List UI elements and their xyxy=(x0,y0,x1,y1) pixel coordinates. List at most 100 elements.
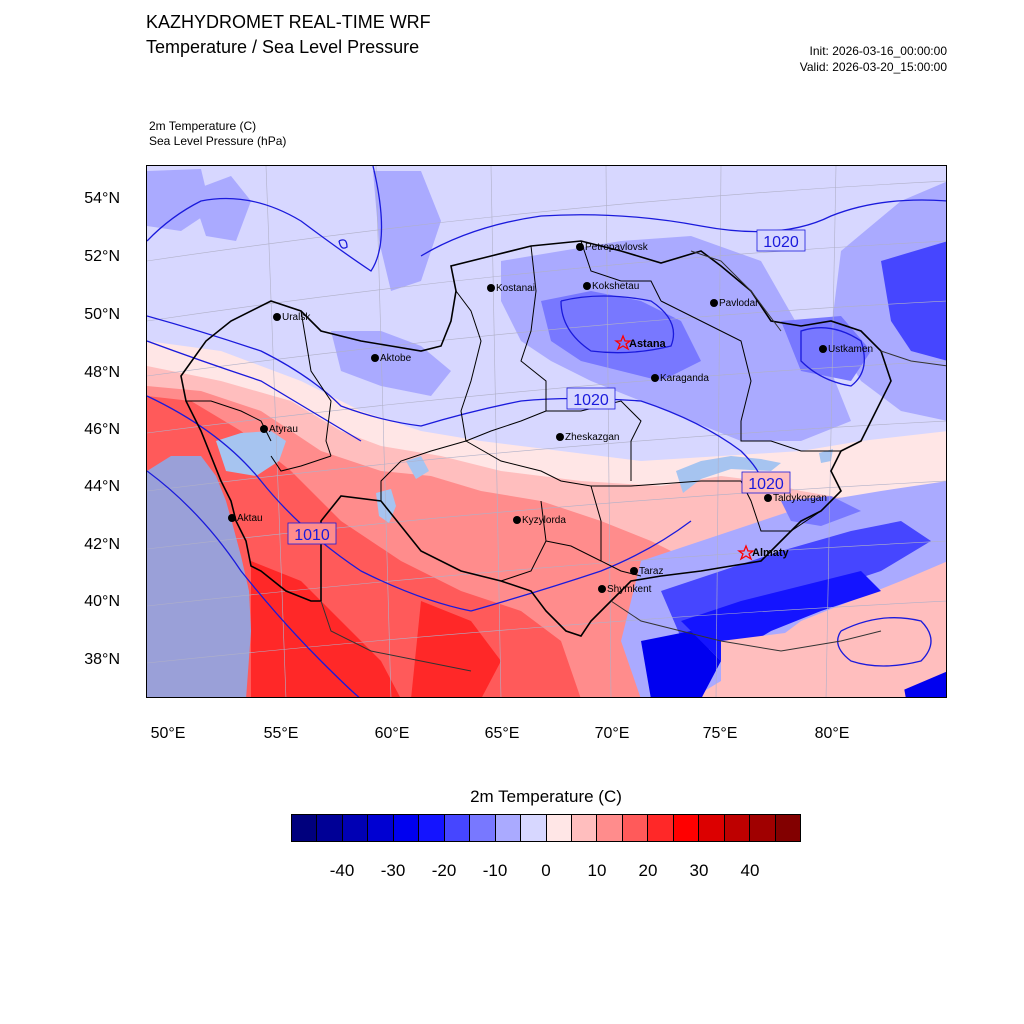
city-star-almaty xyxy=(737,544,755,561)
city-dot-kostanai xyxy=(487,284,495,292)
colorbar-swatch xyxy=(469,815,495,841)
colorbar-swatch xyxy=(494,815,521,841)
colorbar-label: -30 xyxy=(380,861,406,880)
city-dot-ustkamen xyxy=(819,345,827,353)
lake-balkhash xyxy=(676,456,781,493)
city-label-atyrau: Atyrau xyxy=(269,424,298,435)
city-label-petropavlovsk: Petropavlovsk xyxy=(585,242,649,253)
lake-alakol xyxy=(819,449,833,463)
colorbar-label: -20 xyxy=(431,861,457,880)
caspian-north xyxy=(216,431,286,476)
city-label-ustkamen: Ustkamen xyxy=(828,344,873,355)
colorbar-swatch xyxy=(292,815,317,841)
map-svg: Petropavlovsk Kostanai Kokshetau Pavloda… xyxy=(147,166,946,697)
city-dot-taraz xyxy=(630,567,638,575)
cold-patch-nw xyxy=(147,169,211,231)
colorbar-swatch xyxy=(392,815,419,841)
colorbar-swatch xyxy=(596,815,622,841)
caspian-sea xyxy=(147,456,251,697)
colorbar-swatch xyxy=(774,815,801,841)
colorbar-swatch xyxy=(647,815,673,841)
colorbar-swatch xyxy=(341,815,368,841)
city-label-taldykorgan: Taldykorgan xyxy=(773,493,827,504)
city-label-kyzylorda: Kyzylorda xyxy=(522,515,566,526)
lon-label: 50°E xyxy=(150,725,186,742)
isobar-box xyxy=(287,522,337,545)
city-label-kostanai: Kostanai xyxy=(496,283,535,294)
lat-label: 38°N xyxy=(84,651,120,668)
isobar-box xyxy=(741,471,791,494)
lake-small xyxy=(406,456,429,479)
colorbar-swatch xyxy=(520,815,546,841)
lat-label: 46°N xyxy=(84,421,120,438)
city-dot-shymkent xyxy=(598,585,606,593)
lat-label: 54°N xyxy=(84,190,120,207)
city-star-astana xyxy=(614,334,632,351)
lat-label: 40°N xyxy=(84,593,120,610)
city-dot-pavlodar xyxy=(710,299,718,307)
colorbar-label: 0 xyxy=(541,861,551,880)
city-label-uralsk: Uralsk xyxy=(282,312,311,323)
cold-patch-altai xyxy=(881,241,946,361)
colorbar-label: 20 xyxy=(638,861,658,880)
city-label-zheskazgan: Zheskazgan xyxy=(565,432,619,443)
neighbor-borders xyxy=(320,250,946,672)
lon-label: 60°E xyxy=(374,725,410,742)
lon-label: 80°E xyxy=(814,725,850,742)
field-label-temperature: 2m Temperature (C) xyxy=(149,119,257,133)
lon-label: 65°E xyxy=(484,725,520,742)
isobar-label: 1010 xyxy=(294,527,330,544)
lat-label: 48°N xyxy=(84,364,120,381)
colorbar-swatch xyxy=(443,815,470,841)
hot-core xyxy=(251,561,400,697)
isobar-label: 1020 xyxy=(763,234,799,251)
colorbar-swatch xyxy=(672,815,699,841)
cold-patch-astana xyxy=(541,291,701,381)
map-panel: Petropavlovsk Kostanai Kokshetau Pavloda… xyxy=(146,165,947,698)
colorbar-swatch xyxy=(723,815,750,841)
oblast-borders xyxy=(186,240,841,582)
cold-patch xyxy=(373,171,441,291)
city-dot-zheskazgan xyxy=(556,433,564,441)
isobar-labels: 1020 1020 1020 1010 xyxy=(287,229,806,545)
city-dot-kyzylorda xyxy=(513,516,521,524)
lon-label: 70°E xyxy=(594,725,630,742)
city-label-kokshetau: Kokshetau xyxy=(592,281,639,292)
chart-title: KAZHYDROMET REAL-TIME WRF xyxy=(146,12,431,32)
colorbar-swatch xyxy=(418,815,444,841)
colorbar-label: 30 xyxy=(689,861,709,880)
lon-label: 75°E xyxy=(702,725,738,742)
city-label-almaty: Almaty xyxy=(752,547,790,559)
colorbar-swatch xyxy=(316,815,342,841)
isobars xyxy=(147,166,946,697)
city-label-aktobe: Aktobe xyxy=(380,353,412,364)
colorbar-swatch xyxy=(698,815,724,841)
city-label-aktau: Aktau xyxy=(237,513,263,524)
init-time: Init: 2026-03-16_00:00:00 xyxy=(809,44,947,58)
colorbar-swatch xyxy=(621,815,648,841)
colorbar-label: 10 xyxy=(587,861,607,880)
isobar-box xyxy=(566,387,616,410)
mountain-cold-core xyxy=(681,571,881,661)
lon-label: 55°E xyxy=(263,725,299,742)
field-label-pressure: Sea Level Pressure (hPa) xyxy=(149,134,287,148)
colorbar-swatch xyxy=(749,815,775,841)
isobar-box xyxy=(756,229,806,252)
colorbar-swatch xyxy=(545,815,571,841)
city-label-karaganda: Karaganda xyxy=(660,373,709,384)
city-dot-uralsk xyxy=(273,313,281,321)
city-dot-aktau xyxy=(228,514,236,522)
colorbar-label: 40 xyxy=(740,861,760,880)
valid-time: Valid: 2026-03-20_15:00:00 xyxy=(799,60,947,74)
isobar-label: 1020 xyxy=(748,476,784,493)
city-dot-petropavlovsk xyxy=(576,243,584,251)
colorbar-label: -40 xyxy=(329,861,355,880)
lat-label: 52°N xyxy=(84,248,120,265)
colorbar-label: -10 xyxy=(482,861,508,880)
chart-subtitle: Temperature / Sea Level Pressure xyxy=(146,37,420,57)
lat-label: 42°N xyxy=(84,536,120,553)
city-dot-kokshetau xyxy=(583,282,591,290)
city-label-taraz: Taraz xyxy=(639,566,663,577)
hot-core xyxy=(411,601,501,697)
city-dot-karaganda xyxy=(651,374,659,382)
